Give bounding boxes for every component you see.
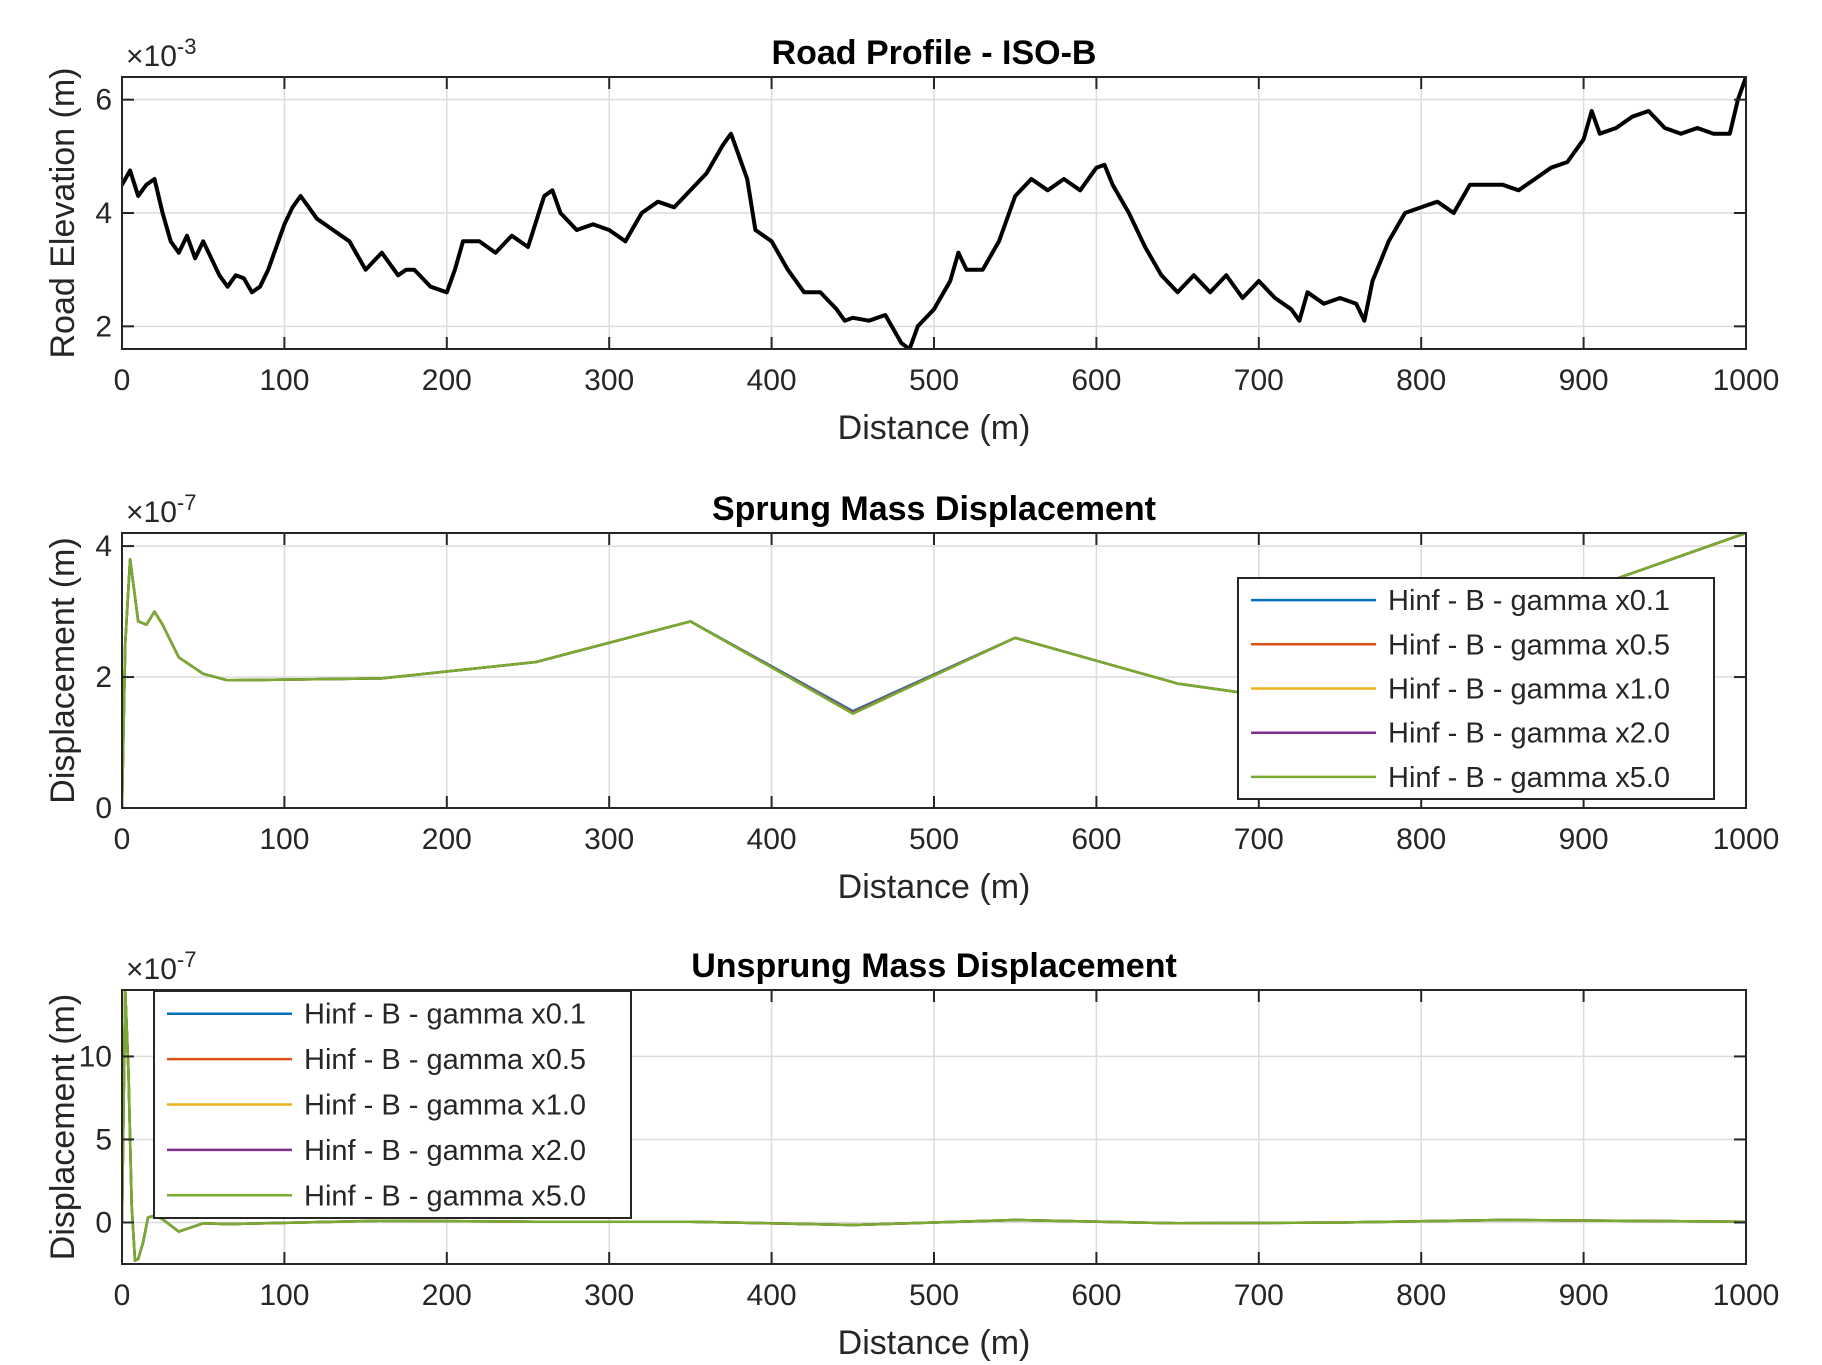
x-tick-label: 500 (909, 1279, 959, 1312)
x-axis-label: Distance (m) (838, 1324, 1031, 1362)
x-tick-label: 100 (259, 823, 309, 856)
x-tick-label: 600 (1071, 1279, 1121, 1312)
x-tick-label: 800 (1396, 1279, 1446, 1312)
x-tick-label: 900 (1559, 364, 1609, 397)
x-tick-label: 0 (114, 823, 131, 856)
x-tick-label: 100 (259, 1279, 309, 1312)
x-tick-label: 800 (1396, 364, 1446, 397)
chart-panel-3: 0 100 200 300 400 500 600 700 800 900 1000 0 5 10 ×10-… (44, 947, 1779, 1362)
chart-panel-2: 0 100 200 300 400 500 600 700 800 900 1000 0 2 4 ×10-7… (44, 490, 1779, 906)
series-group (122, 77, 1746, 349)
y-tick-label: 6 (95, 84, 112, 117)
y-tick-label: 4 (95, 197, 112, 230)
series-group (122, 990, 1746, 1262)
y-tick-label: 10 (79, 1040, 112, 1073)
x-tick-label: 500 (909, 823, 959, 856)
chart-title: Road Profile - ISO-B (772, 34, 1097, 72)
legend-label: Hinf - B - gamma x5.0 (304, 1180, 586, 1212)
legend-label: Hinf - B - gamma x2.0 (304, 1135, 586, 1167)
x-tick-label: 700 (1234, 364, 1284, 397)
x-tick-label: 300 (584, 364, 634, 397)
legend-label: Hinf - B - gamma x1.0 (304, 1090, 586, 1122)
x-tick-label: 400 (747, 823, 797, 856)
y-tick-label: 0 (95, 1206, 112, 1239)
legend-label: Hinf - B - gamma x0.1 (1388, 585, 1670, 617)
x-tick-label: 100 (259, 364, 309, 397)
x-tick-label: 200 (422, 1279, 472, 1312)
x-tick-label: 200 (422, 823, 472, 856)
x-tick-label: 300 (584, 823, 634, 856)
legend-label: Hinf - B - gamma x2.0 (1388, 718, 1670, 750)
chart-title: Sprung Mass Displacement (712, 490, 1156, 528)
x-tick-label: 600 (1071, 364, 1121, 397)
legend-label: Hinf - B - gamma x5.0 (1388, 762, 1670, 794)
x-axis-label: Distance (m) (838, 409, 1031, 447)
y-tick-label: 2 (95, 661, 112, 694)
y-tick-label: 0 (95, 792, 112, 825)
y-tick-label: 4 (95, 530, 112, 563)
x-tick-label: 600 (1071, 823, 1121, 856)
legend: Hinf - B - gamma x0.1 Hinf - B - gamma x0… (1237, 577, 1715, 800)
x-tick-label: 300 (584, 1279, 634, 1312)
x-tick-label: 700 (1234, 1279, 1284, 1312)
legend-label: Hinf - B - gamma x0.5 (304, 1044, 586, 1076)
x-tick-label: 1000 (1713, 823, 1780, 856)
series-line (122, 77, 1746, 349)
x-tick-label: 500 (909, 364, 959, 397)
y-tick-label: 2 (95, 310, 112, 343)
y-tick-label: 5 (95, 1123, 112, 1156)
x-tick-label: 400 (747, 1279, 797, 1312)
x-tick-label: 200 (422, 364, 472, 397)
x-tick-label: 1000 (1713, 1279, 1780, 1312)
series-line-hinf-b-gamma-x5-0 (122, 990, 1746, 1262)
x-tick-label: 400 (747, 364, 797, 397)
x-tick-label: 900 (1559, 823, 1609, 856)
x-tick-label: 900 (1559, 1279, 1609, 1312)
legend-label: Hinf - B - gamma x0.5 (1388, 629, 1670, 661)
y-axis-label: Displacement (m) (44, 537, 82, 803)
x-tick-label: 700 (1234, 823, 1284, 856)
y-exponent-label: ×10-7 (126, 947, 196, 986)
legend-label: Hinf - B - gamma x1.0 (1388, 674, 1670, 706)
x-tick-label: 0 (114, 1279, 131, 1312)
x-axis-label: Distance (m) (838, 868, 1031, 906)
legend: Hinf - B - gamma x0.1 Hinf - B - gamma x0… (153, 990, 632, 1219)
chart-panel-1: 0 100 200 300 400 500 600 700 800 900 1000 2 4 6 ×10-3… (44, 34, 1779, 447)
y-exponent-label: ×10-7 (126, 490, 196, 529)
y-exponent-label: ×10-3 (126, 34, 196, 73)
y-axis-label: Displacement (m) (44, 994, 82, 1260)
legend-label: Hinf - B - gamma x0.1 (304, 999, 586, 1031)
x-tick-label: 1000 (1713, 364, 1780, 397)
x-tick-label: 0 (114, 364, 131, 397)
y-axis-label: Road Elevation (m) (44, 67, 82, 358)
x-tick-label: 800 (1396, 823, 1446, 856)
chart-title: Unsprung Mass Displacement (691, 947, 1177, 985)
